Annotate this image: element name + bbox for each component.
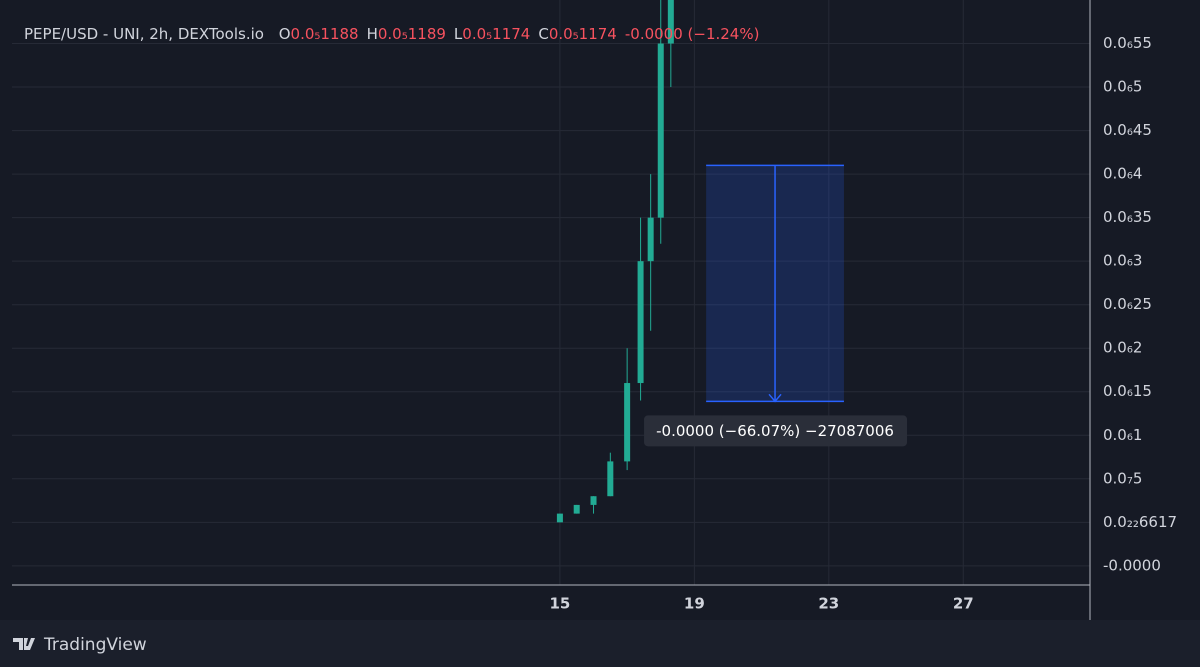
x-tick-label: 27	[953, 595, 974, 613]
y-tick-label: 0.0₇5	[1103, 469, 1142, 487]
candle-body	[556, 513, 563, 523]
symbol-title: PEPE/USD - UNI, 2h, DEXTools.io	[24, 25, 264, 43]
measure-arrowhead	[768, 393, 782, 403]
candle-body	[667, 0, 674, 44]
legend: PEPE/USD - UNI, 2h, DEXTools.io O0.0₅118…	[24, 25, 759, 43]
legend-value: 0.0₅1174	[549, 25, 617, 43]
x-tick-label: 15	[549, 595, 570, 613]
grid	[12, 0, 1090, 585]
x-tick-label: 23	[818, 595, 839, 613]
legend-value: 0.0₅1188	[291, 25, 359, 43]
y-tick-label: 0.0₂₂6617	[1103, 513, 1177, 531]
candles	[556, 0, 674, 523]
y-tick-label: 0.0₆55	[1103, 34, 1152, 52]
candle-body	[590, 496, 597, 505]
y-tick-label: 0.0₆3	[1103, 252, 1142, 270]
legend-key: C	[538, 25, 548, 43]
measure-tool: -0.0000 (−66.07%) −27087006	[644, 164, 908, 447]
legend-value: 0.0₅1174	[462, 25, 530, 43]
y-tick-label: 0.0₆15	[1103, 382, 1152, 400]
brand: TradingView	[13, 635, 147, 655]
candle-body	[637, 261, 644, 384]
candle-body	[624, 383, 631, 462]
y-tick-label: 0.0₆4	[1103, 165, 1142, 183]
measure-label: -0.0000 (−66.07%) −27087006	[656, 422, 894, 440]
candle-body	[647, 217, 654, 262]
candle-body	[573, 504, 580, 514]
brand-name: TradingView	[43, 635, 147, 655]
footer	[0, 620, 1200, 667]
x-tick-label: 19	[684, 595, 705, 613]
brand-logo	[13, 638, 35, 650]
y-tick-label: 0.0₆5	[1103, 78, 1142, 96]
axes: -0.0000 0.0₂₂6617 0.0₇5 0.0₆1 0.0₆15 0.0₆2 0.0…	[549, 34, 1177, 612]
candle-body	[607, 461, 614, 497]
y-tick-label: -0.0000	[1103, 556, 1161, 574]
legend-change: -0.0000 (−1.24%)	[625, 25, 760, 43]
legend-key: H	[367, 25, 378, 43]
y-tick-label: 0.0₆1	[1103, 426, 1142, 444]
legend-key: L	[454, 25, 463, 43]
legend-value: 0.0₅1189	[378, 25, 446, 43]
legend-key: O	[279, 25, 291, 43]
y-tick-label: 0.0₆45	[1103, 121, 1152, 139]
y-tick-label: 0.0₆35	[1103, 208, 1152, 226]
y-tick-label: 0.0₆2	[1103, 339, 1142, 357]
candle-body	[657, 43, 664, 218]
measure-label-box	[644, 415, 908, 447]
y-tick-label: 0.0₆25	[1103, 295, 1152, 313]
